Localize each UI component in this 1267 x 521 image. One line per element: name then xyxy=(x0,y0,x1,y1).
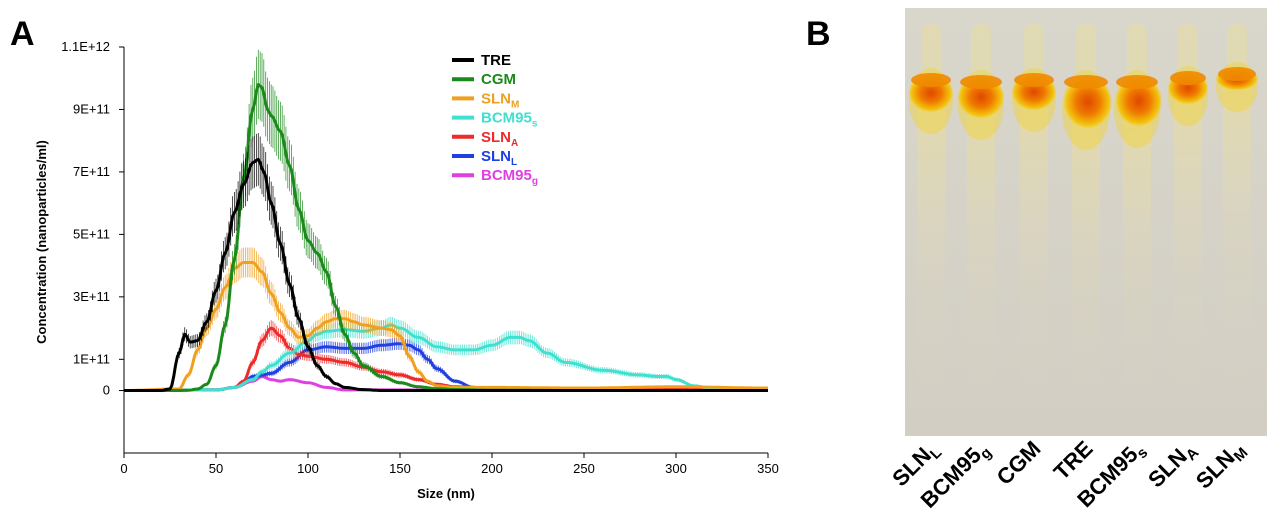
gel-lane xyxy=(1168,24,1208,398)
gel-trail xyxy=(917,106,945,406)
gel-band-front xyxy=(1064,75,1108,89)
x-tick-label: 300 xyxy=(665,461,687,476)
series-line xyxy=(124,261,768,392)
lane-label: CGM xyxy=(992,436,1046,490)
x-tick-label: 150 xyxy=(389,461,411,476)
series-cgm xyxy=(124,49,768,392)
gel-band-front xyxy=(1014,73,1054,87)
gel-trail xyxy=(1020,104,1048,404)
series-group xyxy=(124,49,768,392)
x-tick-label: 100 xyxy=(297,461,319,476)
y-tick-label: 1.1E+12 xyxy=(61,39,110,54)
gel-lane xyxy=(958,24,1004,412)
lane-label: SLNA xyxy=(1143,436,1202,495)
gel-band xyxy=(1063,76,1112,128)
legend-item: SLNL xyxy=(452,148,517,168)
gel-lane xyxy=(1062,24,1112,422)
gel-trail xyxy=(1174,98,1202,398)
gel-lane xyxy=(1114,24,1162,420)
y-tick-label: 5E+11 xyxy=(73,226,110,241)
panel-letter-a: A xyxy=(10,15,35,53)
panel-letter-b: B xyxy=(806,15,831,53)
series-sln-a xyxy=(124,320,768,392)
legend-label: CGM xyxy=(481,71,516,88)
legend-label: BCM95s xyxy=(481,110,538,130)
gel-smear-top xyxy=(1127,24,1147,80)
legend-label: SLNA xyxy=(481,129,518,149)
gel-trail xyxy=(1223,84,1251,384)
gel-trail xyxy=(1123,120,1151,420)
gel-lane xyxy=(909,24,953,406)
gel-lanes xyxy=(909,24,1258,422)
error-bars xyxy=(237,316,701,388)
lane-label: SLNM xyxy=(1191,436,1251,496)
legend-item: BCM95g xyxy=(452,167,538,187)
series-line xyxy=(124,323,768,392)
y-axis: 0 1E+11 3E+11 5E+11 7E+11 9E+11 1.1E+12 xyxy=(61,39,125,453)
x-tick-label: 50 xyxy=(209,461,223,476)
gel-smear-top xyxy=(1178,24,1198,76)
legend-item: SLNM xyxy=(452,90,519,110)
series-tre xyxy=(124,133,768,392)
gel-smear-top xyxy=(1227,24,1247,72)
legend-item: SLNA xyxy=(452,129,518,149)
gel-trail xyxy=(1072,122,1100,422)
y-tick-label: 3E+11 xyxy=(73,289,110,304)
gel-lane xyxy=(1216,24,1258,384)
legend-label: SLNL xyxy=(481,148,517,168)
x-tick-label: 200 xyxy=(481,461,503,476)
gel-smear-top xyxy=(1076,24,1096,80)
gel-lane xyxy=(1012,24,1056,404)
x-axis: 0 50 100 150 200 250 300 350 xyxy=(120,452,779,476)
legend-item: TRE xyxy=(452,52,511,69)
lane-label: BCM95g xyxy=(916,436,996,516)
x-tick-label: 0 xyxy=(120,461,127,476)
legend-label: TRE xyxy=(481,52,511,69)
legend-item: CGM xyxy=(452,71,516,88)
x-tick-label: 350 xyxy=(757,461,779,476)
gel-smear-top xyxy=(971,24,991,80)
series-line xyxy=(124,157,768,392)
x-tick-label: 250 xyxy=(573,461,595,476)
legend-item: BCM95s xyxy=(452,110,538,130)
y-tick-label: 7E+11 xyxy=(73,164,110,179)
gel-band-front xyxy=(1170,71,1206,85)
gel-smear-top xyxy=(921,24,941,78)
legend-label: BCM95g xyxy=(481,167,538,187)
y-tick-label: 9E+11 xyxy=(73,101,110,116)
y-tick-label: 0 xyxy=(103,383,110,398)
gel-band xyxy=(1115,76,1162,126)
x-axis-title: Size (nm) xyxy=(417,486,475,501)
y-tick-label: 1E+11 xyxy=(73,351,110,366)
y-axis-title: Concentration (nanoparticles/ml) xyxy=(34,140,49,344)
gel-trail xyxy=(967,112,995,412)
gel-band-front xyxy=(1218,67,1256,81)
gel-smear-top xyxy=(1024,24,1044,78)
line-chart: 0 1E+11 3E+11 5E+11 7E+11 9E+11 1.1E+12 0 50 100… xyxy=(34,39,779,501)
gel-band-front xyxy=(1116,75,1158,89)
gel-band-front xyxy=(911,73,951,87)
gel-band-front xyxy=(960,75,1002,89)
legend-label: SLNM xyxy=(481,90,519,110)
